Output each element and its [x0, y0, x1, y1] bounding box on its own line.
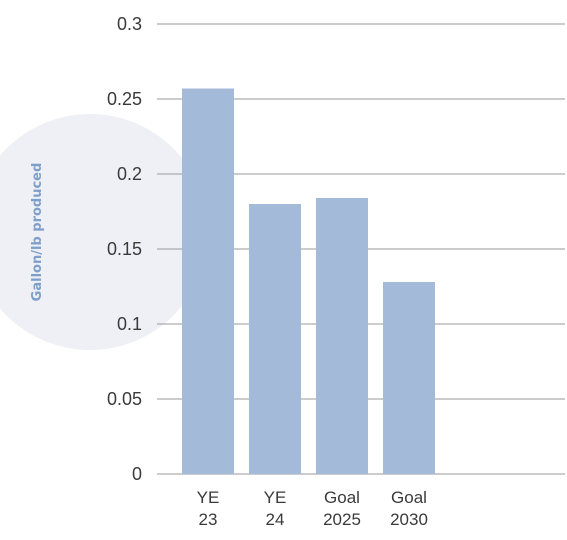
bar-2 [316, 198, 368, 474]
x-tick-label: YE 24 [264, 488, 287, 529]
bar-0 [182, 88, 234, 474]
x-tick-label: Goal 2025 [323, 488, 361, 529]
y-tick-label: 0.15 [107, 239, 142, 259]
y-axis-title-badge [0, 114, 208, 350]
bars [182, 88, 435, 474]
y-tick-label: 0.1 [117, 314, 142, 334]
y-tick-label: 0.3 [117, 14, 142, 34]
y-axis-title: Gallon/lb produced [30, 163, 45, 302]
bar-1 [249, 204, 301, 474]
y-tick-label: 0.05 [107, 389, 142, 409]
y-tick-labels: 0 0.05 0.1 0.15 0.2 0.25 0.3 [107, 14, 142, 484]
x-tick-label: Goal 2030 [390, 488, 428, 529]
x-tick-label: YE 23 [197, 488, 220, 529]
x-tick-labels: YE 23 YE 24 Goal 2025 Goal 2030 [197, 488, 428, 529]
y-tick-label: 0.25 [107, 89, 142, 109]
y-tick-label: 0.2 [117, 164, 142, 184]
y-tick-label: 0 [132, 464, 142, 484]
bar-3 [383, 282, 435, 474]
